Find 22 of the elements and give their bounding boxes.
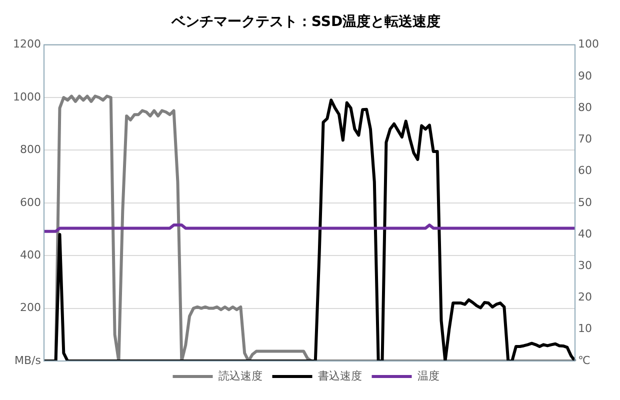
y2-tick-label: 30	[578, 259, 592, 272]
chart-title: ベンチマークテスト：SSD温度と転送速度	[170, 13, 441, 30]
legend-label: 読込速度	[218, 369, 262, 382]
y2-tick-label: 50	[578, 196, 592, 209]
y2-tick-label: 20	[578, 290, 592, 304]
y2-tick-label: ℃	[578, 354, 590, 367]
y-tick-label: 1200	[12, 38, 41, 51]
y2-tick-label: 10	[578, 322, 592, 336]
y-tick-label: 400	[20, 248, 41, 262]
y2-tick-label: 70	[578, 132, 592, 146]
y2-tick-label: 40	[578, 227, 592, 240]
y2-tick-label: 90	[578, 69, 592, 82]
legend-label: 書込速度	[318, 369, 362, 382]
y2-tick-label: 100	[578, 38, 600, 51]
y2-tick-label: 80	[578, 100, 592, 114]
y2-tick-label: 60	[578, 164, 592, 178]
y-tick-label: 200	[20, 301, 41, 314]
legend-label: 温度	[417, 369, 440, 382]
y-tick-label: 1000	[12, 90, 41, 104]
y-tick-label: 600	[20, 196, 41, 209]
y-tick-label: 800	[20, 143, 41, 156]
y-tick-label: MB/s	[14, 354, 42, 367]
